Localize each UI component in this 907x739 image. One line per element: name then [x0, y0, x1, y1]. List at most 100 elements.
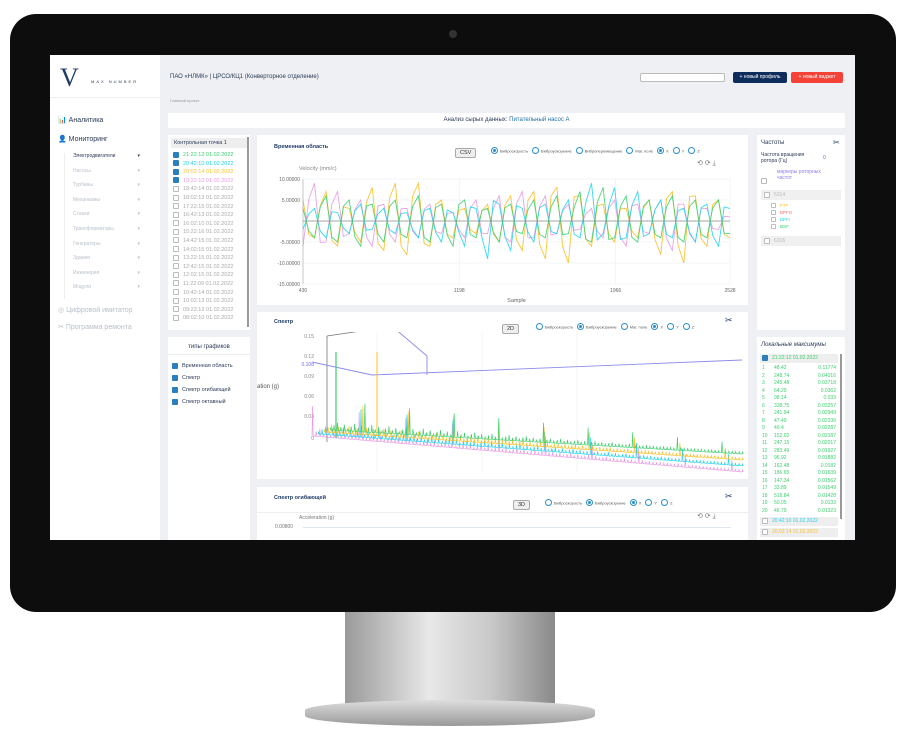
checkbox[interactable]: [172, 362, 178, 369]
refresh-icon[interactable]: ⟳: [704, 513, 711, 520]
checkpoint-item[interactable]: 17:22:15 01.02.2022: [173, 203, 250, 212]
checkbox[interactable]: [173, 220, 179, 227]
checkbox[interactable]: [173, 289, 179, 296]
checkpoint-item[interactable]: 19:22:10 01.02.2022: [173, 177, 250, 186]
checkpoint-item[interactable]: 15:22:16 01.02.2022: [173, 228, 250, 237]
checkpoint-item[interactable]: 16:42:13 01.02.2022: [173, 211, 250, 220]
checkbox[interactable]: [173, 297, 179, 304]
radio-option[interactable]: [532, 147, 540, 155]
axis-radio[interactable]: [667, 323, 675, 331]
sidebar-item-monitoring[interactable]: 👤 Мониторинг: [58, 136, 108, 143]
checkbox[interactable]: [173, 203, 179, 210]
rotor-frequency-value[interactable]: 0: [823, 155, 826, 161]
axis-radio[interactable]: [661, 499, 669, 507]
sidebar-subitem[interactable]: Механизмы ▾: [73, 196, 140, 203]
checkbox[interactable]: [172, 386, 178, 393]
checkbox[interactable]: [173, 280, 179, 287]
refresh-icon[interactable]: ⟳: [704, 160, 711, 167]
3d-button[interactable]: 3D: [513, 493, 531, 511]
bearing-frequency-item[interactable]: FTF: [771, 203, 792, 210]
radio-option[interactable]: [491, 147, 498, 155]
new-profile-button[interactable]: + новый профиль: [733, 72, 787, 83]
checkpoint-item[interactable]: 09:22:12 01.02.2022: [173, 306, 250, 315]
tools-icon[interactable]: ✂: [833, 138, 840, 147]
axis-radio[interactable]: [672, 147, 680, 155]
checkbox[interactable]: [173, 211, 179, 218]
checkbox[interactable]: [173, 185, 179, 192]
axis-radio[interactable]: [657, 147, 664, 155]
tools-icon[interactable]: ✂: [725, 315, 733, 325]
bearing-frequency-item[interactable]: BPFO: [771, 210, 792, 217]
sidebar-subitem[interactable]: Насосы ▾: [73, 167, 140, 174]
checkpoint-item[interactable]: 21:22:12 01.02.2022: [173, 151, 250, 160]
radio-option[interactable]: [620, 323, 628, 331]
checkpoint-item[interactable]: 14:42:15 01.02.2022: [173, 237, 250, 246]
sidebar-subitem[interactable]: Здания ▾: [73, 255, 140, 262]
checkbox[interactable]: [173, 271, 179, 278]
scrollbar[interactable]: [247, 137, 249, 327]
download-icon[interactable]: ⤓: [712, 160, 716, 167]
checkpoint-item[interactable]: 16:02:10 01.02.2022: [173, 220, 250, 229]
chart-type-item[interactable]: Временная область: [172, 360, 246, 372]
sidebar-subitem[interactable]: Генераторы ▾: [73, 240, 140, 247]
sidebar-subitem[interactable]: Трансформаторы ▾: [73, 225, 140, 232]
radio-option[interactable]: [577, 323, 585, 331]
checkpoint-item[interactable]: 18:42:14 01.02.2022: [173, 185, 250, 194]
sidebar-subitem[interactable]: Электродвигатели ▾: [73, 153, 140, 159]
axis-radio[interactable]: [682, 323, 690, 331]
radio-option[interactable]: [536, 323, 543, 331]
bearing-6316[interactable]: 6316: [761, 236, 841, 246]
checkpoint-item[interactable]: 08:02:10 01.02.2022: [173, 314, 250, 323]
axis-radio[interactable]: [688, 147, 696, 155]
checkpoint-item[interactable]: 11:22:09 01.02.2022: [173, 280, 250, 289]
checkpoint-item[interactable]: 12:42:15 01.02.2022: [173, 263, 250, 272]
chart-type-item[interactable]: Спектр огибающей: [172, 384, 246, 396]
checkbox[interactable]: [172, 374, 178, 381]
bearing-frequency-item[interactable]: BPFI: [771, 217, 792, 224]
checkbox[interactable]: [173, 254, 179, 261]
scrollbar[interactable]: [840, 354, 842, 519]
sidebar-subitem[interactable]: Станки ▾: [73, 211, 140, 218]
bearing-frequency-item[interactable]: BSF: [771, 224, 792, 231]
maxima-group-1[interactable]: 21:22:12 01.02.2022: [760, 354, 838, 363]
axis-radio[interactable]: [645, 499, 653, 507]
checkpoint-item[interactable]: 10:02:13 01.02.2022: [173, 297, 250, 306]
checkbox[interactable]: [173, 151, 179, 158]
radio-option[interactable]: [545, 499, 552, 507]
checkpoint-item[interactable]: 20:42:10 01.02.2022: [173, 160, 250, 169]
chart-type-item[interactable]: Спектр октавный: [172, 396, 246, 408]
checkpoint-item[interactable]: 12:02:15 01.02.2022: [173, 271, 250, 280]
maxima-group-3[interactable]: 20:02:14 01.02.2022: [760, 528, 838, 537]
checkpoint-item[interactable]: 18:02:13 01.02.2022: [173, 194, 250, 203]
breadcrumb[interactable]: Главный проект: [170, 98, 200, 103]
checkpoint-item[interactable]: 10:42:14 01.02.2022: [173, 289, 250, 298]
csv-button[interactable]: CSV: [455, 141, 477, 159]
checkpoint-item[interactable]: 13:22:15 01.02.2022: [173, 254, 250, 263]
sidebar-subitem[interactable]: Модули ▾: [73, 284, 140, 291]
checkbox[interactable]: [173, 237, 179, 244]
2d-button[interactable]: 2D: [502, 317, 520, 335]
new-widget-button[interactable]: + новый виджет: [791, 72, 843, 83]
checkbox[interactable]: [173, 314, 179, 321]
sidebar-subitem[interactable]: Турбины ▾: [73, 182, 140, 189]
checkbox[interactable]: [173, 228, 179, 235]
radio-option[interactable]: [575, 147, 583, 155]
tools-icon[interactable]: ✂: [725, 491, 733, 501]
checkbox[interactable]: [173, 246, 179, 253]
download-icon[interactable]: ⤓: [712, 513, 716, 520]
sidebar-item-analytics[interactable]: 📊 Аналитика: [58, 117, 104, 124]
checkbox[interactable]: [173, 160, 179, 167]
reset-icon[interactable]: ⟲: [697, 513, 703, 520]
checkbox[interactable]: [172, 398, 178, 405]
maxima-group-2[interactable]: 20:42:10 01.02.2022: [760, 517, 838, 526]
radio-option[interactable]: [626, 147, 634, 155]
checkpoint-item[interactable]: 20:02:14 01.02.2022: [173, 168, 250, 177]
bearing-6314[interactable]: 6314: [761, 190, 841, 200]
checkbox[interactable]: [173, 306, 179, 313]
reset-icon[interactable]: ⟲: [697, 160, 703, 167]
sidebar-item-repair[interactable]: ✂ Программа ремонта: [58, 324, 132, 331]
rotor-markers-checkbox[interactable]: [761, 172, 771, 190]
search-input[interactable]: [640, 73, 725, 82]
radio-option[interactable]: [586, 499, 594, 507]
checkbox[interactable]: [173, 177, 179, 184]
